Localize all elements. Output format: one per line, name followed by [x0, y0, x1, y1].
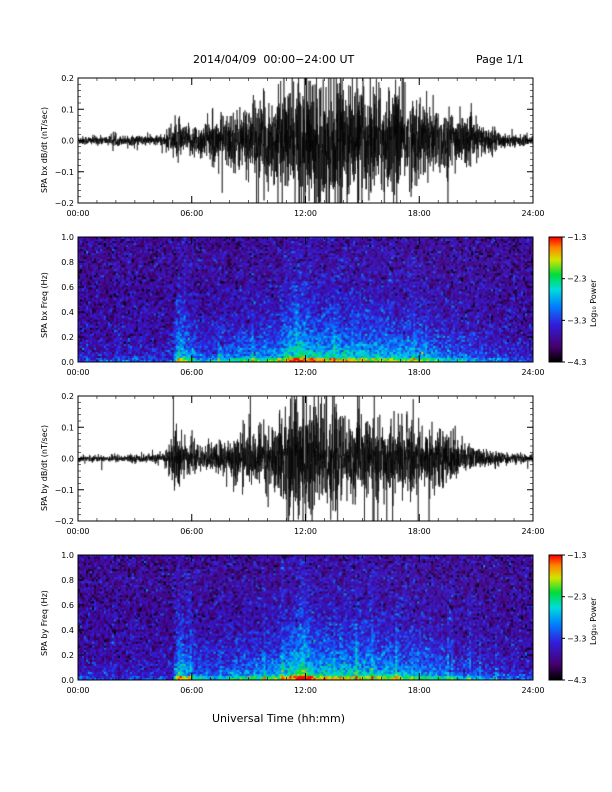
y-tick-label: 0.4	[61, 626, 74, 635]
y-tick-label: −0.1	[55, 486, 74, 495]
colorbar-tick-label: −2.3	[567, 275, 586, 284]
x-tick-label: 18:00	[408, 209, 431, 218]
y-tick-label: 0.1	[61, 105, 74, 114]
panel-frame	[78, 555, 533, 680]
x-tick-label: 24:00	[521, 527, 544, 536]
x-tick-label: 06:00	[180, 209, 203, 218]
y-tick-label: 0.2	[61, 333, 74, 342]
y-tick-label: 0.8	[61, 576, 74, 585]
y-tick-label: 0.2	[61, 651, 74, 660]
by-dbdt-ylabel: SPA by dB/dt (nT/sec)	[40, 424, 49, 510]
x-tick-label: 00:00	[66, 686, 89, 695]
panel-frame	[78, 78, 533, 203]
y-tick-label: 0.6	[61, 601, 74, 610]
x-tick-label: 12:00	[294, 209, 317, 218]
x-tick-label: 12:00	[294, 527, 317, 536]
colorbar-tick-label: −3.3	[567, 316, 586, 325]
x-tick-label: 06:00	[180, 527, 203, 536]
x-tick-label: 00:00	[66, 209, 89, 218]
colorbar-tick-label: −3.3	[567, 634, 586, 643]
x-tick-label: 06:00	[180, 686, 203, 695]
x-tick-label: 18:00	[408, 368, 431, 377]
x-tick-label: 18:00	[408, 686, 431, 695]
y-tick-label: 0.0	[61, 137, 74, 146]
bx-dbdt-ylabel: SPA bx dB/dt (nT/sec)	[40, 106, 49, 192]
y-tick-label: 0.0	[61, 358, 74, 367]
colorbar-by-label: Log₁₀ Power	[589, 598, 598, 645]
x-axis-title: Universal Time (hh:mm)	[212, 712, 345, 725]
panel-frame	[78, 396, 533, 521]
y-tick-label: 0.6	[61, 283, 74, 292]
x-tick-label: 24:00	[521, 686, 544, 695]
bx-freq-ylabel: SPA bx Freq (Hz)	[40, 272, 49, 338]
colorbar-frame	[549, 555, 562, 680]
colorbar-tick-label: −1.3	[567, 551, 586, 560]
y-tick-label: 0.8	[61, 258, 74, 267]
colorbar-tick-label: −4.3	[567, 358, 586, 367]
x-tick-label: 12:00	[294, 368, 317, 377]
x-tick-label: 06:00	[180, 368, 203, 377]
colorbar-tick-label: −1.3	[567, 233, 586, 242]
x-tick-label: 18:00	[408, 527, 431, 536]
y-tick-label: −0.2	[55, 199, 74, 208]
colorbar-frame	[549, 237, 562, 362]
panel-frame	[78, 237, 533, 362]
y-tick-label: −0.2	[55, 517, 74, 526]
y-tick-label: 0.2	[61, 392, 74, 401]
y-tick-label: 0.1	[61, 423, 74, 432]
x-tick-label: 00:00	[66, 368, 89, 377]
x-tick-label: 12:00	[294, 686, 317, 695]
y-tick-label: 0.0	[61, 455, 74, 464]
y-tick-label: 1.0	[61, 233, 74, 242]
colorbar-tick-label: −2.3	[567, 593, 586, 602]
colorbar-tick-label: −4.3	[567, 676, 586, 685]
y-tick-label: 0.2	[61, 74, 74, 83]
y-tick-label: −0.1	[55, 168, 74, 177]
colorbar-bx-label: Log₁₀ Power	[589, 280, 598, 327]
x-tick-label: 24:00	[521, 209, 544, 218]
x-tick-label: 24:00	[521, 368, 544, 377]
by-freq-ylabel: SPA by Freq (Hz)	[40, 590, 49, 656]
y-tick-label: 0.0	[61, 676, 74, 685]
y-tick-label: 0.4	[61, 308, 74, 317]
y-tick-label: 1.0	[61, 551, 74, 560]
x-tick-label: 00:00	[66, 527, 89, 536]
